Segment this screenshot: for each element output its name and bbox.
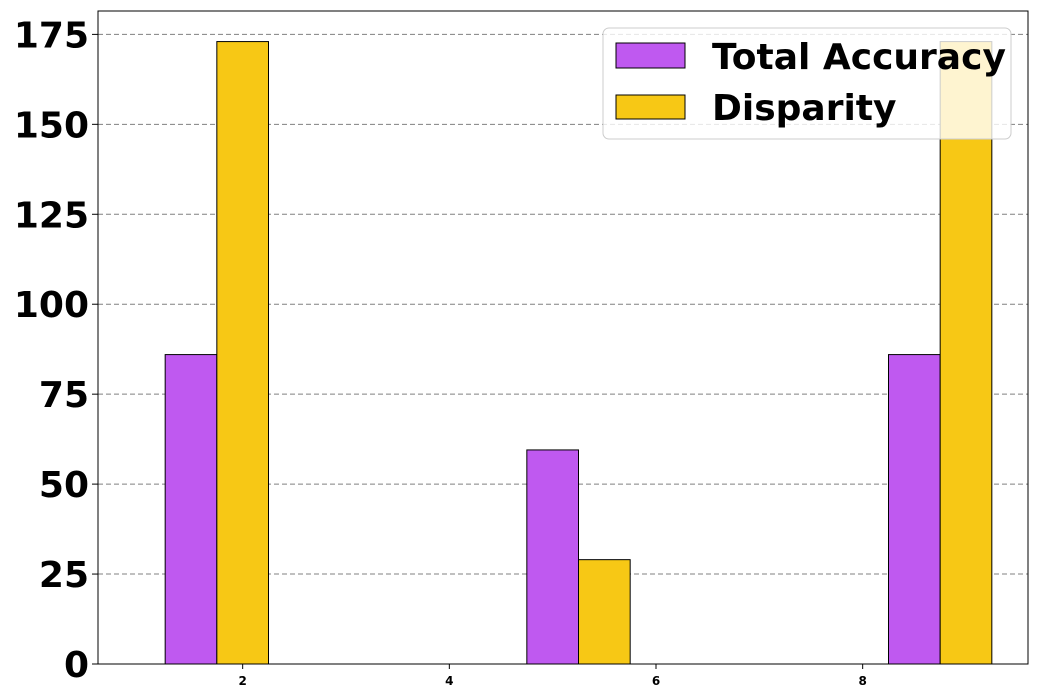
plot-frame <box>97 10 1029 665</box>
x-tick-label-8: 8 <box>858 674 866 688</box>
x-tick-label-2: 2 <box>238 674 246 688</box>
x-axis: 2 4 6 8 <box>238 664 867 688</box>
bar-total-accuracy-1 <box>164 354 218 665</box>
legend-label-disparity: Disparity <box>712 88 896 129</box>
legend-swatch-disparity <box>615 94 686 120</box>
legend-label-total-accuracy: Total Accuracy <box>712 37 1006 78</box>
y-axis: 0 25 50 75 100 125 150 175 <box>14 15 98 686</box>
bars <box>164 41 993 665</box>
y-tick-label-125: 125 <box>14 195 89 236</box>
bar-disparity-2 <box>578 559 631 665</box>
y-tick-label-25: 25 <box>39 555 89 596</box>
y-tick-label-175: 175 <box>14 15 89 56</box>
y-tick-label-50: 50 <box>39 465 89 506</box>
legend-box <box>602 27 1012 140</box>
y-tick-label-0: 0 <box>64 645 89 686</box>
y-tick-label-75: 75 <box>39 375 89 416</box>
bar-total-accuracy-2 <box>526 449 579 665</box>
bar-disparity-3 <box>939 41 993 665</box>
bar-disparity-1 <box>216 41 269 665</box>
x-tick-label-6: 6 <box>652 674 660 688</box>
legend: Total Accuracy Disparity <box>602 27 1012 140</box>
y-tick-label-150: 150 <box>14 105 89 146</box>
x-tick-label-4: 4 <box>445 674 453 688</box>
bar-total-accuracy-3 <box>888 354 941 665</box>
y-tick-label-100: 100 <box>14 285 89 326</box>
legend-swatch-total-accuracy <box>615 42 686 69</box>
